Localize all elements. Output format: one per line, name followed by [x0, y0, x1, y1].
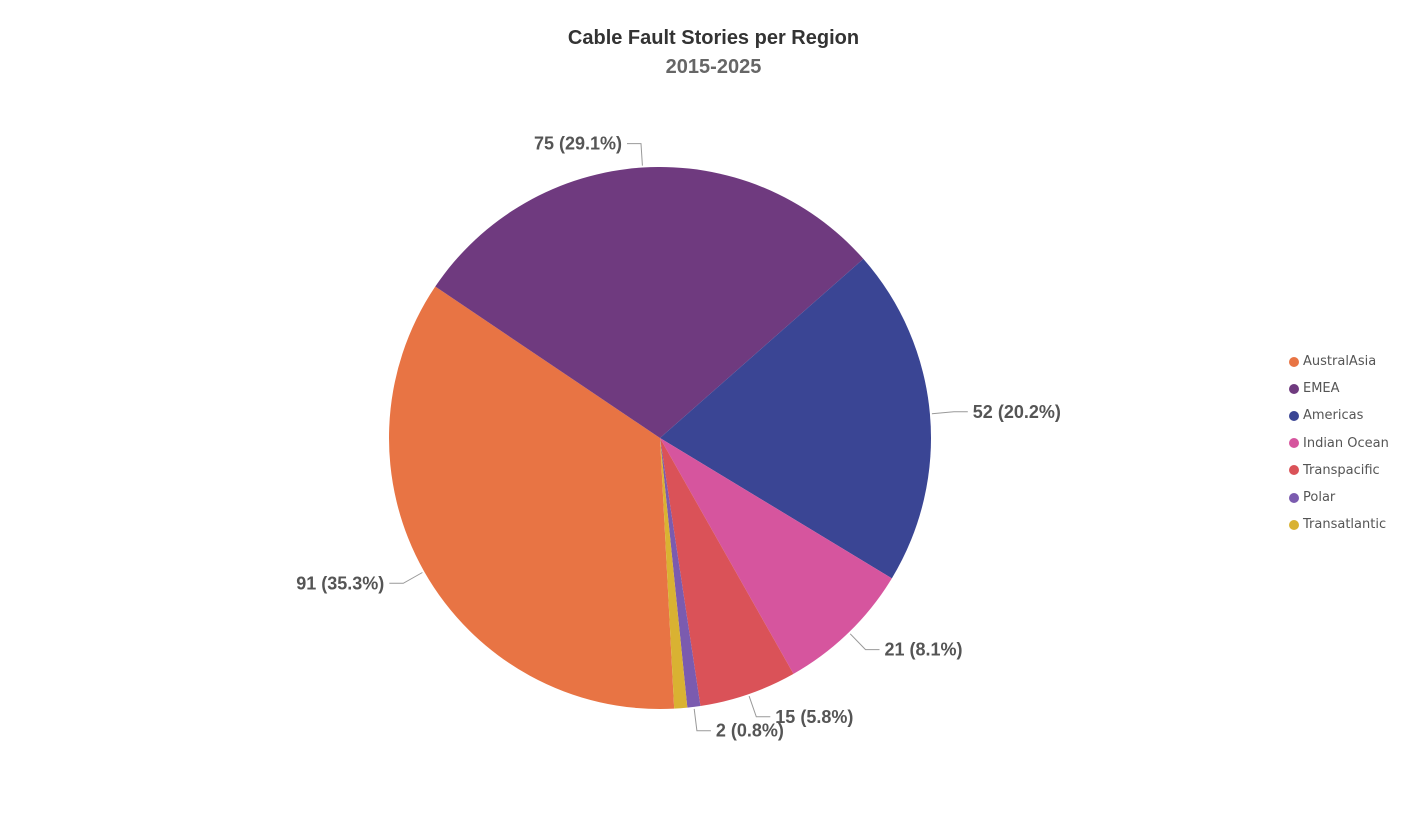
- legend-item-australasia[interactable]: AustralAsia: [1289, 348, 1389, 375]
- legend-marker: [1289, 519, 1299, 530]
- chart-title: Cable Fault Stories per Region: [567, 27, 860, 49]
- leader-line-indian-ocean: [849, 633, 880, 651]
- pie-slice-emea[interactable]: [435, 166, 864, 438]
- data-label-emea: 75 (29.1%): [534, 134, 622, 154]
- legend-label: Indian Ocean: [1303, 435, 1389, 451]
- pie-slice-australasia[interactable]: [388, 286, 675, 710]
- legend-marker: [1289, 383, 1299, 394]
- data-label-australasia: 91 (35.3%): [296, 573, 384, 593]
- leader-line-polar: [693, 708, 711, 732]
- legend-label: Transpacific: [1303, 462, 1380, 478]
- legend-item-polar[interactable]: Polar: [1289, 484, 1389, 511]
- legend-marker: [1289, 438, 1299, 449]
- data-label-polar: 2 (0.8%): [716, 721, 784, 741]
- legend-label: EMEA: [1303, 381, 1340, 397]
- legend-item-emea[interactable]: EMEA: [1289, 375, 1389, 402]
- leader-line-australasia: [389, 572, 423, 584]
- pie-slice-americas[interactable]: [660, 258, 932, 579]
- pie-data-labels: 91 (35.3%) 75 (29.1%) 52 (20.2%) 21 (8.1%) 1…: [296, 134, 1061, 741]
- legend-item-americas[interactable]: Americas: [1289, 402, 1389, 429]
- data-label-americas: 52 (20.2%): [973, 402, 1061, 422]
- pie-slice-transpacific[interactable]: [660, 438, 794, 706]
- pie-slice-transatlantic[interactable]: [660, 438, 688, 709]
- pie-slice-polar[interactable]: [660, 438, 701, 708]
- pie-slices: [388, 166, 932, 710]
- legend-marker: [1289, 356, 1299, 367]
- legend-item-indian-ocean[interactable]: Indian Ocean: [1289, 430, 1389, 457]
- legend-marker: [1289, 410, 1299, 421]
- legend-item-transatlantic[interactable]: Transatlantic: [1289, 511, 1389, 538]
- leader-line-americas: [931, 411, 968, 415]
- legend-marker: [1289, 492, 1299, 503]
- chart-legend: AustralAsia EMEA Americas Indian Ocean T…: [1289, 348, 1389, 538]
- leader-line-transpacific: [748, 695, 771, 718]
- data-label-transpacific: 15 (5.8%): [775, 707, 853, 727]
- legend-label: AustralAsia: [1303, 354, 1377, 370]
- data-label-indian-ocean: 21 (8.1%): [885, 640, 963, 660]
- legend-label: Polar: [1303, 490, 1336, 506]
- legend-item-transpacific[interactable]: Transpacific: [1289, 457, 1389, 484]
- pie-slice-indian-ocean[interactable]: [660, 438, 892, 674]
- legend-label: Americas: [1303, 408, 1364, 424]
- chart-subtitle: 2015-2025: [665, 56, 762, 78]
- legend-marker: [1289, 465, 1299, 476]
- leader-line-emea: [627, 143, 643, 166]
- legend-label: Transatlantic: [1303, 517, 1387, 533]
- chart-title-block: Cable Fault Stories per Region 2015-2025: [0, 24, 1427, 82]
